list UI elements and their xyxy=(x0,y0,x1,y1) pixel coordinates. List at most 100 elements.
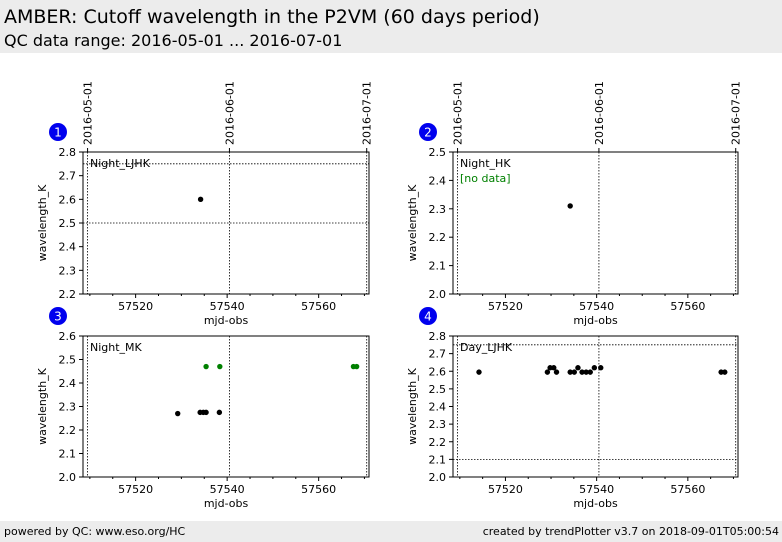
y-tick-label: 2.5 xyxy=(429,146,447,159)
y-tick-label: 2.5 xyxy=(59,217,77,230)
data-point xyxy=(203,409,209,416)
panel-number-label: 3 xyxy=(54,310,62,324)
data-point xyxy=(216,409,223,416)
data-point xyxy=(571,369,577,375)
panel-number-badge xyxy=(49,307,67,325)
panel-number-badge xyxy=(419,123,437,141)
y-tick-label: 2.0 xyxy=(59,471,77,484)
plot-frame xyxy=(452,335,739,478)
y-tick-label: 2.2 xyxy=(59,424,77,437)
y-tick-label: 2.2 xyxy=(59,288,77,301)
data-point xyxy=(217,363,223,370)
x-axis-label: mjd-obs xyxy=(204,314,249,327)
y-tick-label: 2.0 xyxy=(429,288,447,301)
data-point xyxy=(567,369,573,375)
page-subtitle: QC data range: 2016-05-01 ... 2016-07-01 xyxy=(4,31,343,50)
x-tick-label: 57520 xyxy=(118,300,153,313)
data-point xyxy=(575,365,581,371)
footer-credit: powered by QC: www.eso.org/HC xyxy=(4,525,186,538)
header-bar: AMBER: Cutoff wavelength in the P2VM (60… xyxy=(0,0,782,53)
x-tick-label: 57560 xyxy=(301,300,336,313)
x-tick-label: 57560 xyxy=(670,483,705,496)
panel-number-label: 4 xyxy=(424,310,432,324)
x-axis-label: mjd-obs xyxy=(204,497,249,510)
y-axis-label: wavelength_K xyxy=(36,367,49,445)
y-tick-label: 2.4 xyxy=(429,174,447,187)
y-tick-label: 2.5 xyxy=(429,383,447,396)
data-point xyxy=(353,363,360,370)
data-point xyxy=(203,363,209,370)
y-axis-label: wavelength_K xyxy=(36,184,49,262)
no-data-note: [no data] xyxy=(460,172,511,185)
data-point xyxy=(598,365,604,371)
y-tick-label: 2.3 xyxy=(59,264,77,277)
y-tick-label: 2.6 xyxy=(59,330,77,343)
page-title: AMBER: Cutoff wavelength in the P2VM (60… xyxy=(4,6,540,28)
y-tick-label: 2.7 xyxy=(429,348,447,361)
data-point xyxy=(553,369,560,375)
data-point xyxy=(175,410,181,417)
top-date-label: 2016-07-01 xyxy=(730,81,743,145)
y-tick-label: 2.3 xyxy=(429,418,447,431)
y-tick-label: 2.3 xyxy=(429,203,447,216)
data-point xyxy=(544,369,551,375)
y-tick-label: 2.6 xyxy=(429,365,447,378)
panel-label: Night_HK xyxy=(460,157,511,170)
x-tick-label: 57520 xyxy=(488,483,523,496)
panel-number-badge xyxy=(419,307,437,325)
panel-number-label: 1 xyxy=(54,126,62,140)
top-date-label: 2016-05-01 xyxy=(82,81,95,145)
panel-number-badge xyxy=(49,123,67,141)
x-axis-label: mjd-obs xyxy=(573,497,618,510)
data-point xyxy=(197,196,204,203)
y-tick-label: 2.3 xyxy=(59,401,77,414)
plot-panel-4: 2.0 2.1 2.2 2.3 2.4 2.5 2.6 2.7 2.8 57520 57540 575… xyxy=(406,307,739,510)
data-point xyxy=(579,369,585,375)
y-tick-label: 2.4 xyxy=(59,377,77,390)
plot-panel-2: 2.0 2.1 2.2 2.3 2.4 2.5 57520 57540 57560 mjd-obs… xyxy=(406,81,743,327)
panel-label: Night_MK xyxy=(90,341,143,354)
y-tick-label: 2.0 xyxy=(429,471,447,484)
panel-number-label: 2 xyxy=(424,126,432,140)
x-axis-label: mjd-obs xyxy=(573,314,618,327)
top-date-label: 2016-07-01 xyxy=(361,81,374,145)
x-tick-label: 57520 xyxy=(118,483,153,496)
y-tick-label: 2.7 xyxy=(59,170,77,183)
footer-created: created by trendPlotter v3.7 on 2018-09-… xyxy=(482,525,779,538)
footer-bar: powered by QC: www.eso.org/HC created by… xyxy=(0,521,782,542)
top-date-label: 2016-05-01 xyxy=(452,81,465,145)
panel-label: Night_LJHK xyxy=(90,157,151,170)
top-date-label: 2016-06-01 xyxy=(593,81,606,145)
x-tick-label: 57540 xyxy=(210,483,245,496)
x-tick-label: 57560 xyxy=(301,483,336,496)
x-tick-label: 57520 xyxy=(488,300,523,313)
y-tick-label: 2.1 xyxy=(429,453,447,466)
x-tick-label: 57540 xyxy=(579,483,614,496)
plot-frame xyxy=(82,335,370,478)
plot-panel-1: 2.2 2.3 2.4 2.5 2.6 2.7 2.8 57520 57540 57560 mjd-… xyxy=(36,81,374,327)
y-tick-label: 2.6 xyxy=(59,193,77,206)
data-point xyxy=(722,369,728,375)
plot-panel-3: 2.0 2.1 2.2 2.3 2.4 2.5 2.6 57520 57540 57560 mjd-… xyxy=(36,307,370,510)
y-tick-label: 2.1 xyxy=(59,448,77,461)
x-tick-label: 57560 xyxy=(670,300,705,313)
y-tick-label: 2.4 xyxy=(59,241,77,254)
y-tick-label: 2.5 xyxy=(59,354,77,367)
y-tick-label: 2.2 xyxy=(429,436,447,449)
y-axis-label: wavelength_K xyxy=(406,184,419,262)
data-point xyxy=(551,365,557,371)
y-tick-label: 2.8 xyxy=(59,146,77,159)
data-point xyxy=(591,365,598,371)
y-tick-label: 2.2 xyxy=(429,231,447,244)
y-tick-label: 2.4 xyxy=(429,401,447,414)
top-date-label: 2016-06-01 xyxy=(223,81,236,145)
plot-frame xyxy=(452,151,739,295)
data-point xyxy=(476,369,482,375)
panel-label: Day_LJHK xyxy=(460,341,513,354)
x-tick-label: 57540 xyxy=(579,300,614,313)
data-point xyxy=(567,203,573,209)
x-tick-label: 57540 xyxy=(210,300,245,313)
y-tick-label: 2.8 xyxy=(429,330,447,343)
data-point xyxy=(587,369,593,375)
